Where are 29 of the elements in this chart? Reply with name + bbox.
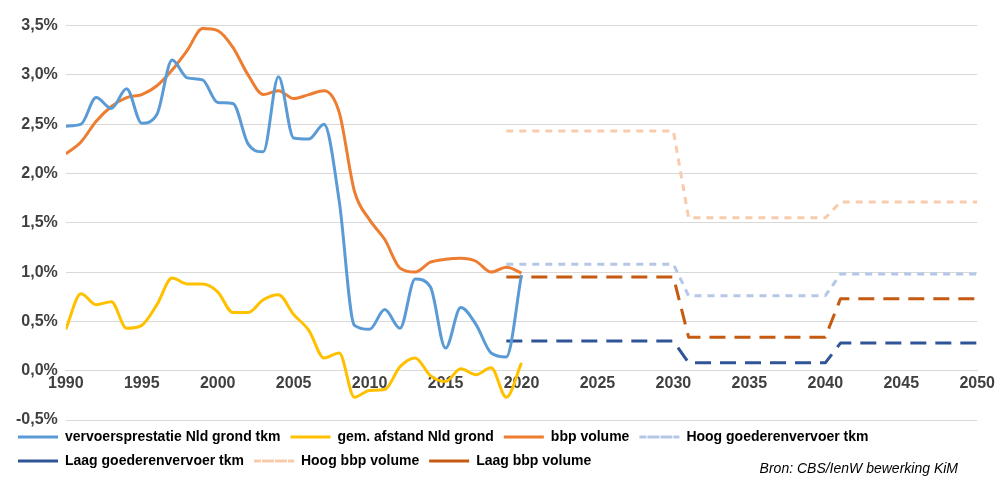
line-series xyxy=(65,58,523,359)
y-tick-label: 1,0% xyxy=(21,262,58,280)
x-tick-label: 2000 xyxy=(199,373,236,391)
x-tick-label: 2010 xyxy=(351,373,388,391)
x-tick-label: 1995 xyxy=(123,373,160,391)
legend-label: vervoersprestatie Nld grond tkm xyxy=(65,427,281,444)
x-tick-label: 2005 xyxy=(275,373,312,391)
y-tick-label: 3,5% xyxy=(21,16,58,34)
x-tick-label: 2050 xyxy=(959,373,996,391)
legend-label: Hoog bbp volume xyxy=(300,451,420,468)
y-tick-label: 2,5% xyxy=(21,114,58,132)
line-series xyxy=(65,27,523,275)
x-tick-label: 2045 xyxy=(883,373,920,391)
legend-label: bbp volume xyxy=(550,427,630,444)
legend-label: Hoog goederenvervoer tkm xyxy=(686,427,869,444)
y-tick-label: 3,0% xyxy=(21,65,58,83)
y-tick-label: -0,5% xyxy=(16,410,58,428)
x-tick-label: 2040 xyxy=(807,373,844,391)
x-tick-label: 2030 xyxy=(655,373,692,391)
text: Bron: CBS/IenW bewerking KiM xyxy=(759,459,959,476)
y-tick-label: 2,0% xyxy=(21,163,58,181)
y-tick-label: 1,5% xyxy=(21,213,58,231)
y-tick-label: 0,0% xyxy=(21,361,58,379)
x-tick-label: 2025 xyxy=(579,373,616,391)
legend-label: Laag bbp volume xyxy=(476,451,592,468)
legend-label: gem. afstand Nld grond xyxy=(337,427,494,444)
x-tick-label: 2035 xyxy=(731,373,768,391)
legend-label: Laag goederenvervoer tkm xyxy=(65,451,244,468)
y-tick-label: 0,5% xyxy=(21,311,58,329)
